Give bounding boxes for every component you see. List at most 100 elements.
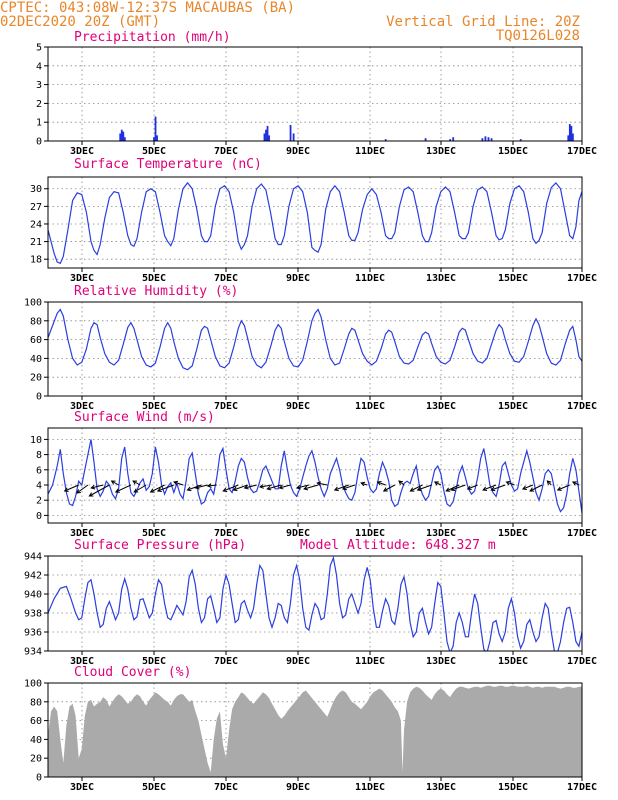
pressure-ytick-label: 942 (24, 571, 42, 582)
wind-ytick-label: 0 (36, 511, 42, 522)
precip-xtick-label: 15DEC (498, 146, 528, 157)
cloud-xtick-label: 9DEC (286, 782, 310, 793)
wind-vector-head (156, 487, 162, 493)
wind-vector (482, 484, 497, 491)
wind-xtick-label: 5DEC (142, 528, 166, 539)
wind-vector (76, 484, 89, 494)
temp-frame (47, 176, 583, 269)
precip-bar (481, 138, 484, 141)
precip-bar (120, 129, 123, 141)
wind-vector (522, 484, 534, 490)
pressure-xtick-label: 3DEC (70, 656, 94, 667)
precip-ytick-label: 4 (36, 61, 42, 72)
pressure-xtick-label: 9DEC (286, 656, 310, 667)
precip-bar (449, 139, 452, 141)
wind-xtick-label: 17DEC (567, 528, 597, 539)
wind-vector-head (546, 480, 552, 485)
wind-vector-head (90, 484, 96, 490)
precip-frame (47, 46, 583, 142)
wind-vector (377, 481, 386, 486)
temp-ytick-label: 21 (30, 237, 42, 248)
wind-xtick-label: 3DEC (70, 528, 94, 539)
rh-xtick-label: 9DEC (286, 401, 310, 412)
wind-vector-head (243, 484, 249, 490)
wind-vector (434, 481, 442, 486)
wind-vector-head (133, 488, 139, 493)
pressure-panel: Surface Pressure (hPa) Model Altitude: 64… (24, 538, 597, 667)
wind-vector (529, 484, 543, 492)
wind-vector (173, 481, 184, 486)
precip-ytick-label: 1 (36, 118, 42, 129)
wind-vector (303, 484, 319, 490)
wind-vector-head (466, 485, 472, 490)
precip-bar (156, 135, 158, 141)
pressure-ytick-label: 944 (24, 552, 42, 563)
wind-vector (91, 484, 104, 489)
wind-vector (195, 484, 208, 489)
precip-bar (154, 116, 157, 141)
precip-bar (119, 133, 122, 141)
pressure-xtick-label: 15DEC (498, 656, 528, 667)
cloud-xtick-label: 17DEC (567, 782, 597, 793)
cloud-xtick-label: 11DEC (355, 782, 385, 793)
wind-vector-head (398, 480, 404, 485)
wind-vector (157, 484, 175, 492)
temp-xtick-label: 13DEC (426, 273, 456, 284)
rh-xtick-label: 11DEC (355, 401, 385, 412)
precip-bar (153, 137, 155, 141)
wind-vector-head (266, 485, 272, 491)
rh-ytick-label: 100 (24, 298, 42, 309)
wind-vector (342, 484, 356, 490)
cloud-panel: Cloud Cover (%) 0 20 40 60 80 100 3DEC 5DEC 7DEC 9… (24, 665, 597, 793)
wind-vector-head (341, 485, 347, 491)
wind-vector (334, 484, 349, 491)
wind-vector-head (88, 492, 94, 497)
precip-xtick-label: 3DEC (70, 146, 94, 157)
cloud-frame (47, 682, 583, 778)
wind-vector-head (521, 485, 527, 490)
rh-xtick-label: 7DEC (214, 401, 238, 412)
header-model: TQ0126L028 (496, 28, 580, 44)
wind-vector-head (194, 484, 200, 490)
temp-ytick-label: 24 (30, 219, 42, 230)
temp-xtick-label: 17DEC (567, 273, 597, 284)
wind-vector (506, 481, 515, 486)
cloud-ytick-label: 60 (30, 716, 42, 727)
wind-vector-head (445, 487, 451, 492)
wind-ytick-label: 8 (36, 450, 42, 461)
precip-bar (122, 131, 125, 141)
precip-bar (490, 138, 493, 141)
pressure-series-line (48, 556, 582, 651)
wind-vector-head (556, 486, 562, 491)
rh-xtick-label: 3DEC (70, 401, 94, 412)
wind-vector-head (450, 486, 456, 492)
temp-xtick-label: 3DEC (70, 273, 94, 284)
wind-vector-head (571, 481, 577, 486)
wind-vector (491, 484, 506, 491)
precip-panel: Precipitation (mm/h) 0 1 2 3 4 5 3DEC 5DEC 7DEC 9D… (36, 30, 597, 157)
precip-bar (123, 137, 126, 141)
wind-series-line (48, 439, 582, 514)
header-station: CPTEC: 043:08W-12:37S MACAUBAS (BA) (0, 0, 295, 16)
wind-vector-head (505, 480, 511, 486)
wind-vector (133, 484, 147, 493)
precip-ytick-label: 0 (36, 137, 42, 148)
wind-vector-head (232, 486, 238, 492)
wind-vector-head (206, 483, 212, 488)
rh-xtick-label: 15DEC (498, 401, 528, 412)
wind-vector-head (529, 487, 535, 492)
wind-vector (223, 484, 239, 492)
precip-bar (265, 129, 267, 141)
cloud-xtick-label: 15DEC (498, 782, 528, 793)
rh-panel: Relative Humidity (%) 0 20 40 60 80 100 3DEC 5DE… (24, 284, 597, 412)
precip-bar (266, 125, 269, 141)
pressure-xtick-label: 7DEC (214, 656, 238, 667)
wind-xtick-label: 9DEC (286, 528, 310, 539)
rh-frame (47, 301, 583, 397)
precip-bar (571, 133, 574, 141)
precip-xtick-label: 11DEC (355, 146, 385, 157)
wind-vector-head (482, 486, 488, 492)
precip-ytick-label: 3 (36, 80, 42, 91)
precip-xtick-label: 9DEC (286, 146, 310, 157)
wind-vector-head (222, 487, 228, 492)
